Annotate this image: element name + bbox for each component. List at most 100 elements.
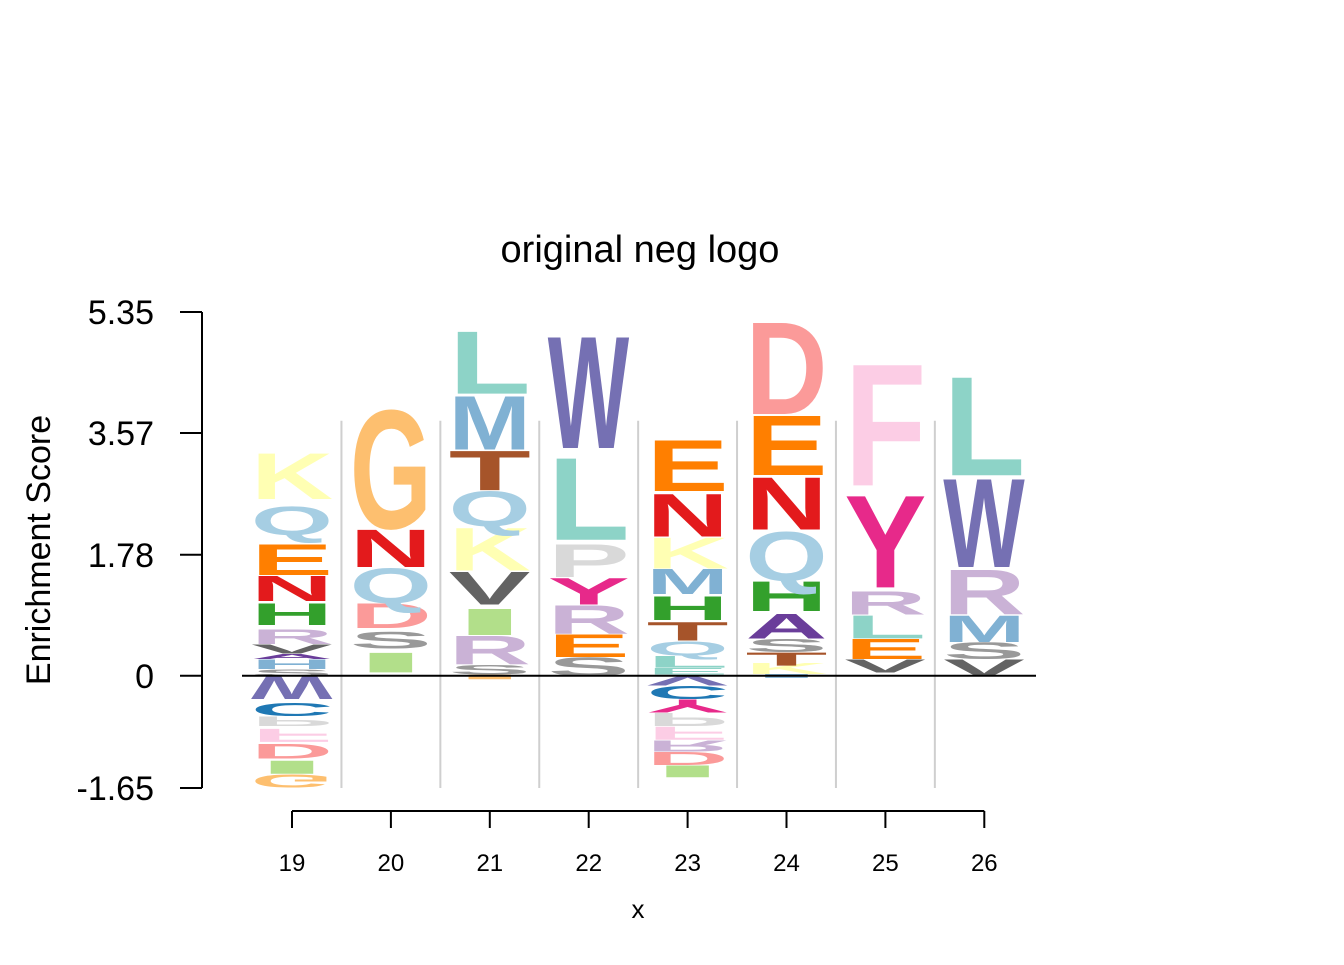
logo-letter-s: S bbox=[746, 635, 828, 656]
logo-letter-glyph: C bbox=[647, 682, 729, 703]
logo-letter-glyph: H bbox=[647, 589, 729, 627]
logo-letter-glyph: N bbox=[350, 519, 432, 579]
logo-letter-glyph: M bbox=[449, 379, 531, 466]
logo-letter-glyph: R bbox=[449, 628, 531, 673]
logo-letter-n: N bbox=[746, 462, 828, 546]
logo-letter-glyph: I bbox=[647, 762, 729, 781]
logo-letter-glyph: S bbox=[449, 662, 531, 678]
logo-letter-l: L bbox=[844, 609, 926, 646]
logo-letter-e: E bbox=[844, 633, 926, 665]
logo-letter-glyph: T bbox=[647, 617, 729, 647]
logo-letter-glyph: V bbox=[844, 655, 926, 676]
logo-letter-glyph: Q bbox=[251, 498, 333, 543]
logo-letter-r: R bbox=[449, 628, 531, 673]
logo-letter-q: Q bbox=[647, 637, 729, 660]
logo-letter-g: G bbox=[251, 770, 333, 791]
logo-letter-e: E bbox=[548, 628, 630, 664]
logo-letter-t: T bbox=[449, 439, 531, 502]
logo-letter-v: V bbox=[449, 562, 531, 615]
logo-letter-q: Q bbox=[350, 558, 432, 614]
logo-letter-glyph: I bbox=[350, 647, 432, 679]
logo-letter-v: V bbox=[844, 655, 926, 676]
logo-letter-glyph: N bbox=[647, 481, 729, 550]
logo-letter-s: S bbox=[350, 627, 432, 653]
logo-letter-glyph: H bbox=[251, 597, 333, 632]
y-axis-label: Enrichment Score bbox=[20, 415, 58, 685]
logo-letter-glyph: I bbox=[251, 757, 333, 778]
position-separators bbox=[340, 420, 936, 788]
logo-letter-s: S bbox=[943, 637, 1025, 663]
logo-letter-p: P bbox=[548, 535, 630, 588]
logo-letter-glyph: Q bbox=[647, 637, 729, 660]
logo-letter-glyph: P bbox=[548, 535, 630, 588]
logo-letter-y: Y bbox=[647, 696, 729, 717]
logo-letter-glyph: D bbox=[746, 295, 828, 443]
logo-letter-m: M bbox=[647, 562, 729, 602]
logo-letter-c: C bbox=[647, 682, 729, 703]
logo-letter-glyph: R bbox=[251, 624, 333, 648]
logo-letter-glyph: P bbox=[251, 714, 333, 730]
logo-letter-glyph: F bbox=[844, 328, 926, 523]
x-tick-label: 19 bbox=[279, 850, 306, 877]
logo-letter-p: P bbox=[647, 709, 729, 730]
logo-letter-glyph: D bbox=[350, 597, 432, 636]
logo-letter-glyph: D bbox=[647, 748, 729, 769]
logo-letter-t: T bbox=[647, 617, 729, 647]
logo-letter-r: R bbox=[943, 556, 1025, 628]
logo-letter-a: A bbox=[251, 652, 333, 660]
logo-letter-glyph: H bbox=[746, 573, 828, 621]
logo-letter-glyph: K bbox=[647, 529, 729, 578]
logo-letter-glyph: E bbox=[251, 535, 333, 585]
x-tick-label: 21 bbox=[476, 850, 503, 877]
logo-letter-n: N bbox=[647, 481, 729, 550]
logo-letter-i: I bbox=[251, 757, 333, 778]
logo-letter-d: D bbox=[746, 295, 828, 443]
y-tick-label: 0 bbox=[135, 658, 154, 696]
logo-letter-glyph: N bbox=[251, 569, 333, 609]
logo-letter-glyph: L bbox=[943, 348, 1025, 506]
logo-letter-r: R bbox=[844, 585, 926, 622]
logo-letter-l: L bbox=[647, 652, 729, 671]
logo-letter-f: F bbox=[647, 723, 729, 744]
logo-letter-glyph: K bbox=[251, 439, 333, 513]
logo-letter-glyph: R bbox=[548, 597, 630, 642]
logo-letter-glyph: G bbox=[350, 374, 432, 564]
logo-letter-f: F bbox=[844, 328, 926, 523]
logo-letter-y: Y bbox=[548, 571, 630, 613]
logo-letter-h: H bbox=[746, 573, 828, 621]
logo-letter-e: E bbox=[746, 399, 828, 494]
logo-letter-s: S bbox=[449, 662, 531, 678]
logo-letter-d: D bbox=[251, 739, 333, 763]
logo-letter-i: I bbox=[647, 762, 729, 781]
y-tick-label: 1.78 bbox=[88, 537, 154, 575]
logo-letter-glyph: A bbox=[251, 652, 333, 660]
logo-letter-glyph: K bbox=[746, 660, 828, 678]
logo-letter-q: Q bbox=[251, 498, 333, 543]
y-tick-label: 3.57 bbox=[88, 415, 154, 453]
x-tick-label: 24 bbox=[773, 850, 800, 877]
logo-letter-t: T bbox=[746, 649, 828, 670]
axes: 5.35 3.57 1.78 0 -1.65 19 20 21 22 23 24 25 26 bbox=[77, 294, 1036, 877]
logo-letter-d: D bbox=[350, 597, 432, 636]
logo-letter-glyph: E bbox=[746, 399, 828, 494]
logo-letter-h: H bbox=[647, 589, 729, 627]
x-tick-label: 22 bbox=[575, 850, 602, 877]
logo-letter-glyph: Q bbox=[746, 517, 828, 596]
logo-letters: SHAVRHNEQKWCPFDIGISDQNGISRIVKQTMLSERYPLW… bbox=[251, 295, 1025, 791]
logo-letter-glyph: V bbox=[251, 642, 333, 657]
logo-letter-glyph: Y bbox=[548, 571, 630, 613]
logo-letter-w: W bbox=[943, 452, 1025, 595]
logo-letter-p: P bbox=[251, 714, 333, 730]
logo-letter-glyph: S bbox=[350, 627, 432, 653]
logo-letter-c: C bbox=[251, 699, 333, 720]
logo-letter-l: L bbox=[548, 433, 630, 565]
chart-title: original neg logo bbox=[501, 229, 780, 271]
logo-letter-k: K bbox=[746, 660, 828, 678]
logo-letter-q: Q bbox=[746, 517, 828, 596]
logo-letter-w: W bbox=[548, 304, 630, 483]
y-tick-label: 5.35 bbox=[88, 294, 154, 332]
logo-letter-r: R bbox=[251, 624, 333, 648]
logo-letter-glyph: Y bbox=[647, 696, 729, 717]
logo-letter-glyph: V bbox=[449, 562, 531, 615]
